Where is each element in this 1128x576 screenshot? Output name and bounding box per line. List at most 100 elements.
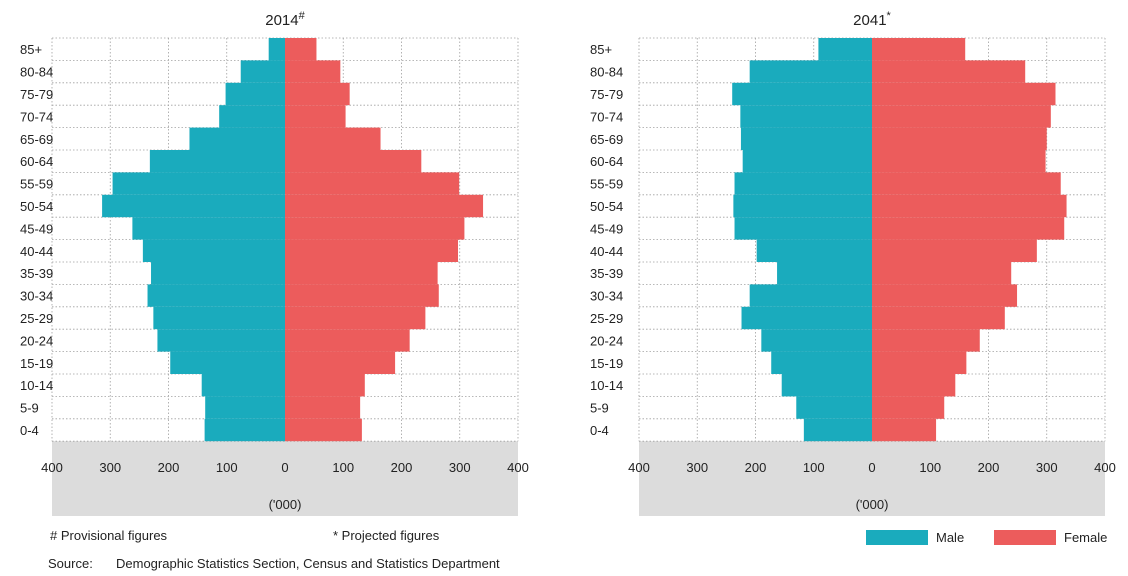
age-group-label: 0-4 — [20, 423, 39, 438]
age-group-label: 85+ — [20, 42, 42, 57]
bar-male-5-9 — [796, 396, 872, 419]
chart-title: 2041* — [853, 10, 891, 29]
x-tick-label: 100 — [332, 460, 354, 475]
bar-male-45-49 — [132, 217, 285, 240]
x-tick-label: 200 — [978, 460, 1000, 475]
bar-male-35-39 — [777, 262, 872, 285]
bar-female-70-74 — [285, 105, 346, 128]
bar-male-30-34 — [749, 284, 872, 307]
bar-female-45-49 — [872, 217, 1065, 240]
bar-male-20-24 — [761, 329, 872, 352]
age-group-label: 15-19 — [590, 356, 623, 371]
age-group-label: 60-64 — [20, 154, 53, 169]
age-group-label: 25-29 — [20, 311, 53, 326]
bar-male-0-4 — [204, 418, 285, 442]
bar-female-85+ — [285, 38, 317, 61]
age-group-label: 20-24 — [590, 333, 623, 348]
bar-male-40-44 — [142, 239, 285, 262]
bar-male-80-84 — [240, 60, 285, 83]
legend-swatch-male — [866, 530, 928, 545]
bar-female-60-64 — [872, 150, 1046, 173]
x-tick-label: 0 — [281, 460, 288, 475]
bar-male-70-74 — [740, 105, 872, 128]
bar-male-60-64 — [149, 150, 285, 173]
bar-female-85+ — [872, 38, 966, 61]
age-group-label: 5-9 — [590, 401, 609, 416]
bar-male-80-84 — [749, 60, 872, 83]
bar-female-0-4 — [285, 418, 362, 442]
age-group-label: 75-79 — [20, 87, 53, 102]
bar-female-55-59 — [872, 172, 1061, 195]
x-tick-label: 400 — [507, 460, 529, 475]
age-group-label: 60-64 — [590, 154, 623, 169]
bar-female-65-69 — [872, 127, 1047, 150]
x-tick-label: 300 — [449, 460, 471, 475]
age-group-label: 65-69 — [20, 132, 53, 147]
bar-female-40-44 — [285, 239, 459, 262]
chart-legend: Male Female — [866, 530, 1107, 545]
bar-female-80-84 — [285, 60, 341, 83]
age-group-label: 35-39 — [590, 266, 623, 281]
bar-male-10-14 — [781, 374, 872, 397]
bar-female-55-59 — [285, 172, 460, 195]
bar-male-85+ — [818, 38, 872, 61]
footnote-provisional: # Provisional figures — [50, 528, 168, 543]
x-tick-label: 200 — [391, 460, 413, 475]
bar-female-50-54 — [872, 194, 1067, 218]
bar-male-75-79 — [225, 82, 285, 106]
x-tick-label: 400 — [628, 460, 650, 475]
age-group-label: 35-39 — [20, 266, 53, 281]
bar-male-65-69 — [740, 127, 872, 150]
x-tick-label: 100 — [919, 460, 941, 475]
age-group-label: 25-29 — [590, 311, 623, 326]
bar-male-25-29 — [153, 306, 285, 330]
chart-title-mark: * — [887, 10, 892, 22]
bar-female-10-14 — [285, 374, 365, 397]
bar-male-55-59 — [112, 172, 285, 195]
bar-male-45-49 — [734, 217, 872, 240]
bar-female-20-24 — [285, 329, 410, 352]
x-axis-label: ('000) — [269, 497, 302, 512]
chart-title-mark: # — [299, 10, 306, 22]
bar-female-40-44 — [872, 239, 1037, 262]
bar-male-5-9 — [205, 396, 285, 419]
bar-female-30-34 — [285, 284, 439, 307]
chart-title-text: 2041 — [853, 12, 886, 29]
bar-female-75-79 — [285, 82, 350, 106]
age-group-label: 50-54 — [20, 199, 53, 214]
source-note: Source: Demographic Statistics Section, C… — [48, 556, 500, 571]
source-text: Demographic Statistics Section, Census a… — [116, 556, 500, 571]
bar-male-85+ — [268, 38, 285, 61]
bar-female-35-39 — [872, 262, 1012, 285]
age-group-label: 50-54 — [590, 199, 623, 214]
x-axis-band — [639, 441, 1105, 516]
bar-female-25-29 — [285, 306, 426, 330]
age-group-label: 45-49 — [590, 221, 623, 236]
age-group-label: 55-59 — [590, 177, 623, 192]
bar-female-35-39 — [285, 262, 438, 285]
x-tick-label: 300 — [99, 460, 121, 475]
bar-male-30-34 — [147, 284, 285, 307]
bar-male-75-79 — [732, 82, 872, 106]
x-tick-label: 200 — [158, 460, 180, 475]
age-group-label: 0-4 — [590, 423, 609, 438]
bar-female-80-84 — [872, 60, 1026, 83]
bar-male-25-29 — [741, 306, 872, 330]
pyramid-chart-2014: 2014#0-45-910-1415-1920-2425-2930-3435-3… — [20, 10, 529, 516]
legend-label-female: Female — [1064, 530, 1107, 545]
age-group-label: 5-9 — [20, 401, 39, 416]
age-group-label: 10-14 — [590, 378, 623, 393]
bar-female-15-19 — [285, 351, 396, 374]
age-group-label: 80-84 — [20, 65, 53, 80]
x-tick-label: 200 — [745, 460, 767, 475]
bar-male-60-64 — [742, 150, 872, 173]
x-tick-label: 0 — [868, 460, 875, 475]
x-tick-label: 400 — [41, 460, 63, 475]
age-group-label: 30-34 — [590, 289, 623, 304]
bar-female-65-69 — [285, 127, 381, 150]
legend-swatch-female — [994, 530, 1056, 545]
bar-female-75-79 — [872, 82, 1056, 106]
bar-male-70-74 — [219, 105, 285, 128]
x-tick-label: 100 — [216, 460, 238, 475]
bar-male-20-24 — [157, 329, 285, 352]
